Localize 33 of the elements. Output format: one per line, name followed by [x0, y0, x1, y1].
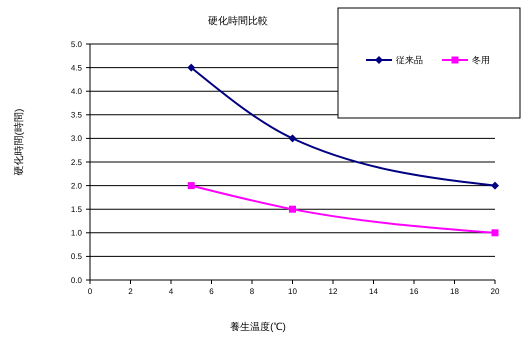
point [492, 229, 498, 236]
point [187, 64, 196, 72]
x-tick-label: 6 [209, 287, 214, 296]
chart-title: 硬化時間比較 [208, 15, 268, 27]
y-tick-label: 2.5 [70, 158, 83, 167]
point [491, 182, 499, 190]
x-tick-label: 14 [369, 287, 378, 296]
x-tick-label: 16 [410, 287, 419, 296]
x-tick-label: 4 [168, 287, 174, 296]
x-tick-label: 0 [88, 287, 93, 296]
point [289, 206, 296, 213]
y-tick-label: 3.0 [70, 134, 83, 144]
point [188, 182, 195, 190]
x-tick-label: 12 [328, 287, 338, 296]
x-tick-label: 2 [128, 287, 134, 296]
y-axis-title: 硬化時間(時間) [13, 108, 25, 176]
y-tick-label: 0.5 [70, 252, 83, 262]
y-tick-label: 0.0 [70, 276, 83, 285]
x-tick-label: 10 [288, 287, 298, 296]
y-tick-label: 1.5 [70, 205, 83, 214]
x-axis-title: 養生温度(℃) [230, 321, 286, 333]
x-tick-label: 8 [250, 287, 255, 296]
y-tick-label: 5.0 [70, 40, 83, 49]
y-tick-label: 2.0 [70, 181, 83, 190]
y-tick-label: 4.0 [70, 87, 83, 96]
legend-label: 従来品 [396, 55, 423, 66]
x-tick-label: 20 [490, 287, 500, 296]
point [288, 134, 296, 142]
y-tick-label: 4.5 [70, 63, 83, 72]
y-tick-label: 1.0 [70, 228, 83, 238]
legend-label: 冬用 [472, 55, 490, 66]
x-tick-label: 18 [450, 287, 460, 296]
y-tick-label: 3.5 [70, 110, 83, 120]
